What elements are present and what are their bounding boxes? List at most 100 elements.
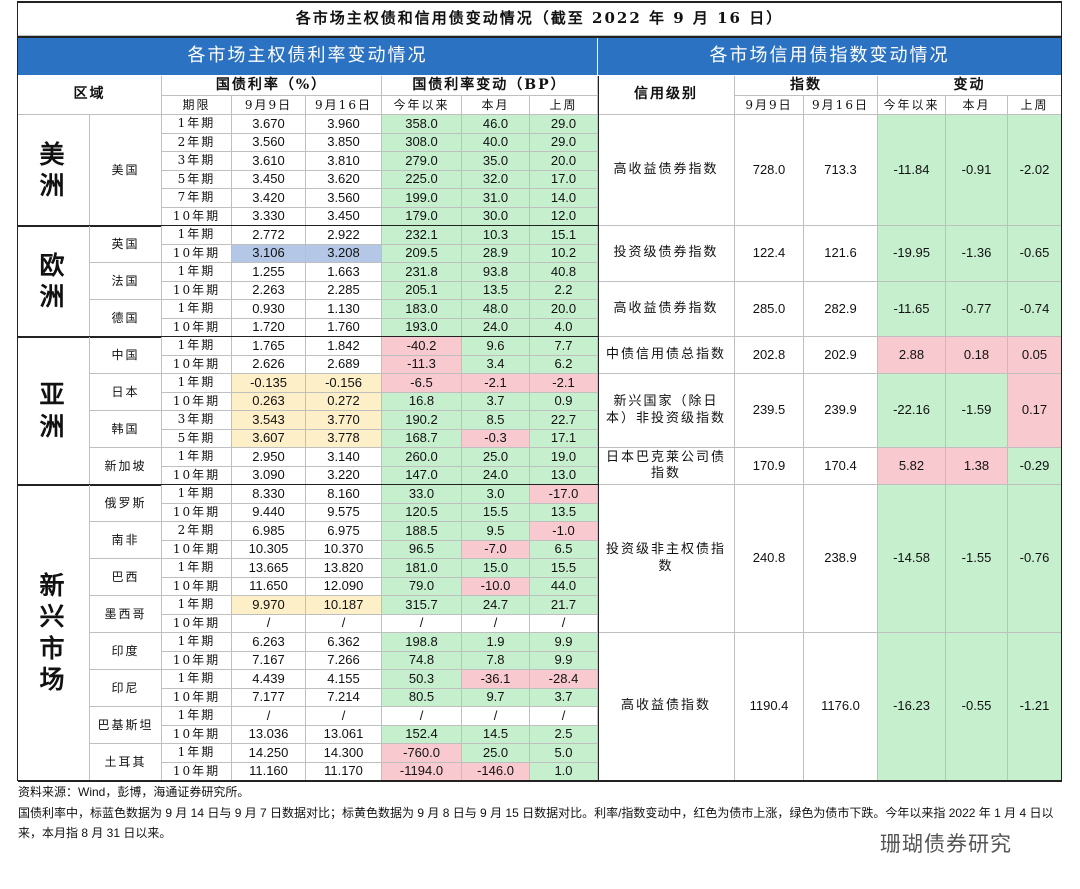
term: 10年期 — [162, 355, 232, 374]
value: 3.670 — [232, 115, 306, 134]
term: 5年期 — [162, 429, 232, 448]
term: 10年期 — [162, 688, 232, 707]
value: / — [462, 614, 530, 633]
value: 28.9 — [462, 244, 530, 263]
value: 9.9 — [530, 633, 598, 652]
value: 10.2 — [530, 244, 598, 263]
credit-grade: 投资级债券指数 — [598, 226, 735, 282]
value: 728.0 — [735, 115, 804, 226]
value: 239.5 — [735, 374, 804, 448]
value: 10.187 — [306, 596, 382, 615]
value: 10.305 — [232, 540, 306, 559]
value: 79.0 — [382, 577, 462, 596]
term: 1年期 — [162, 115, 232, 134]
value: -36.1 — [462, 670, 530, 689]
country: 法国 — [90, 263, 162, 300]
value: 1.765 — [232, 337, 306, 356]
value: -11.65 — [878, 281, 946, 337]
value: 13.820 — [306, 559, 382, 578]
country: 美国 — [90, 115, 162, 226]
value: -40.2 — [382, 337, 462, 356]
value: 3.960 — [306, 115, 382, 134]
value: 16.8 — [382, 392, 462, 411]
value: 9.970 — [232, 596, 306, 615]
country: 新加坡 — [90, 448, 162, 485]
value: 5.0 — [530, 744, 598, 763]
value: 35.0 — [462, 152, 530, 171]
country: 南非 — [90, 522, 162, 559]
value: 8.330 — [232, 485, 306, 504]
country: 德国 — [90, 300, 162, 337]
value: 6.975 — [306, 522, 382, 541]
value: 11.170 — [306, 762, 382, 781]
term: 1年期 — [162, 300, 232, 319]
value: -0.74 — [1008, 281, 1062, 337]
region: 亚洲 — [18, 337, 90, 485]
credit-grade: 高收益债券指数 — [598, 281, 735, 337]
value: 9.6 — [462, 337, 530, 356]
value: 6.362 — [306, 633, 382, 652]
column-header: 上周 — [1008, 96, 1062, 115]
value: 25.0 — [462, 448, 530, 467]
value: 44.0 — [530, 577, 598, 596]
value: 14.0 — [530, 189, 598, 208]
value: 3.770 — [306, 411, 382, 430]
value: 179.0 — [382, 207, 462, 226]
country: 墨西哥 — [90, 596, 162, 633]
value: 238.9 — [804, 485, 878, 633]
column-header: 指数 — [735, 76, 878, 96]
term: 1年期 — [162, 485, 232, 504]
value: 8.5 — [462, 411, 530, 430]
column-header: 上周 — [530, 96, 598, 115]
value: 3.330 — [232, 207, 306, 226]
value: -760.0 — [382, 744, 462, 763]
value: 2.88 — [878, 337, 946, 374]
term: 3年期 — [162, 411, 232, 430]
value: 3.420 — [232, 189, 306, 208]
value: 181.0 — [382, 559, 462, 578]
term: 1年期 — [162, 559, 232, 578]
term: 10年期 — [162, 725, 232, 744]
value: 1.255 — [232, 263, 306, 282]
value: 13.0 — [530, 466, 598, 485]
value: 3.140 — [306, 448, 382, 467]
rule — [18, 780, 1062, 782]
term: 1年期 — [162, 633, 232, 652]
value: 7.214 — [306, 688, 382, 707]
value: 1.130 — [306, 300, 382, 319]
value: -7.0 — [462, 540, 530, 559]
value: 260.0 — [382, 448, 462, 467]
value: -6.5 — [382, 374, 462, 393]
credit-grade: 高收益债券指数 — [598, 115, 735, 226]
value: 1190.4 — [735, 633, 804, 781]
value: 3.0 — [462, 485, 530, 504]
term: 2年期 — [162, 522, 232, 541]
value: 14.250 — [232, 744, 306, 763]
column-header: 信用级别 — [598, 76, 735, 115]
value: 202.9 — [804, 337, 878, 374]
term: 1年期 — [162, 670, 232, 689]
value: 3.560 — [306, 189, 382, 208]
value: 285.0 — [735, 281, 804, 337]
section-header: 各市场信用债指数变动情况 — [598, 38, 1062, 76]
value: 1.760 — [306, 318, 382, 337]
credit-grade: 中债信用债总指数 — [598, 337, 735, 374]
value: 1.663 — [306, 263, 382, 282]
value: / — [306, 707, 382, 726]
column-header: 今年以来 — [878, 96, 946, 115]
value: 2.689 — [306, 355, 382, 374]
value: / — [382, 614, 462, 633]
value: -1194.0 — [382, 762, 462, 781]
value: 1.9 — [462, 633, 530, 652]
value: 9.440 — [232, 503, 306, 522]
value: 199.0 — [382, 189, 462, 208]
value: 190.2 — [382, 411, 462, 430]
value: -0.156 — [306, 374, 382, 393]
value: -22.16 — [878, 374, 946, 448]
value: 3.7 — [462, 392, 530, 411]
value: 209.5 — [382, 244, 462, 263]
value: -0.77 — [946, 281, 1008, 337]
value: 17.0 — [530, 170, 598, 189]
value: 7.7 — [530, 337, 598, 356]
